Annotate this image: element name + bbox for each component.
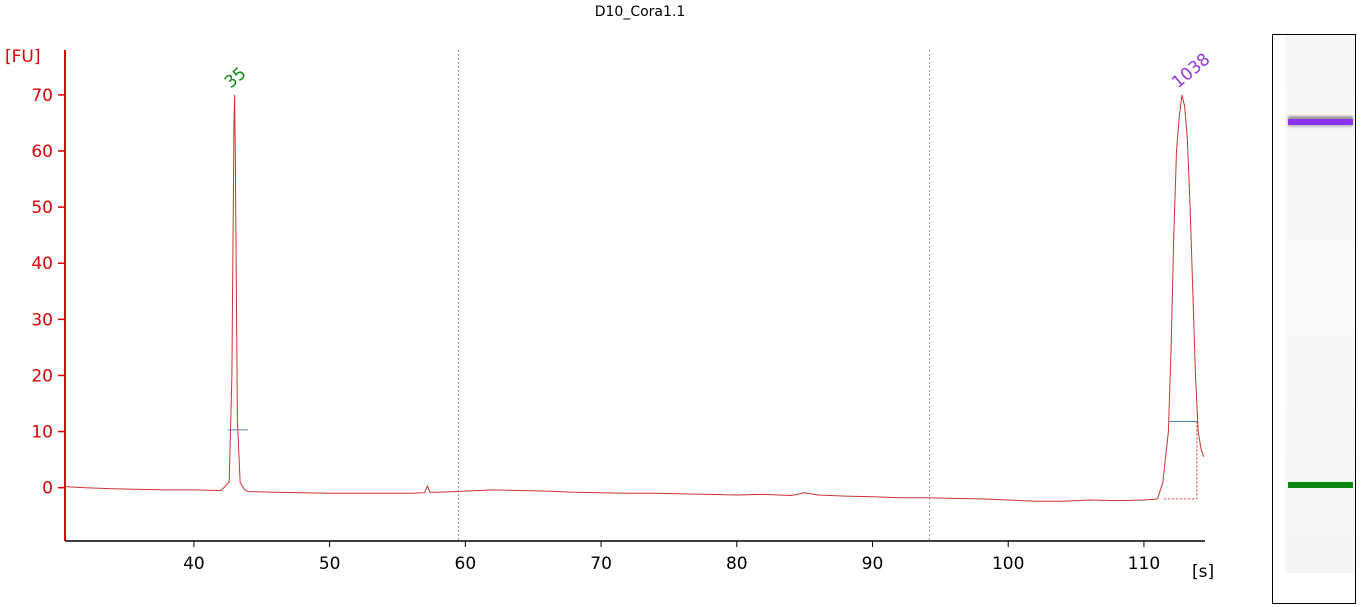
x-tick-label: 50 bbox=[319, 554, 341, 574]
peak-annotations: 35 1038 bbox=[221, 50, 1214, 500]
y-tick-label: 40 bbox=[31, 254, 53, 274]
gel-band-upper bbox=[1288, 119, 1353, 126]
gel-lane-background bbox=[1285, 35, 1355, 573]
y-tick-label: 30 bbox=[31, 310, 53, 330]
peak-label: 35 bbox=[221, 63, 250, 92]
peak-label: 1038 bbox=[1168, 50, 1214, 93]
y-tick-label: 70 bbox=[31, 86, 53, 106]
x-tick-label: 60 bbox=[455, 554, 477, 574]
vertical-markers bbox=[458, 50, 930, 541]
x-tick-label: 100 bbox=[992, 554, 1024, 574]
y-tick-label: 60 bbox=[31, 142, 53, 162]
x-axis-label: [s] bbox=[1192, 562, 1214, 582]
chart-title: D10_Cora1.1 bbox=[594, 4, 686, 20]
x-tick-label: 90 bbox=[862, 554, 884, 574]
y-tick-label: 0 bbox=[42, 479, 53, 499]
gel-lane bbox=[1272, 34, 1356, 604]
x-tick-label: 110 bbox=[1128, 554, 1160, 574]
gel-band-lower bbox=[1288, 481, 1353, 488]
y-tick-label: 20 bbox=[31, 366, 53, 386]
x-tick-label: 80 bbox=[726, 554, 748, 574]
y-axis-label: [FU] bbox=[5, 47, 41, 67]
trace-layer bbox=[64, 94, 1205, 502]
x-tick-label: 40 bbox=[183, 554, 205, 574]
axes: 0 10 20 30 40 50 60 70 40 50 60 70 80 90 100 110 [FU] [s] bbox=[5, 47, 1214, 582]
trace-line bbox=[64, 94, 1205, 502]
x-tick-label: 70 bbox=[590, 554, 612, 574]
y-tick-label: 10 bbox=[31, 423, 53, 443]
electropherogram-plot: 0 10 20 30 40 50 60 70 40 50 60 70 80 90 100 110 [FU] [s]… bbox=[5, 47, 1214, 582]
y-tick-label: 50 bbox=[31, 198, 53, 218]
